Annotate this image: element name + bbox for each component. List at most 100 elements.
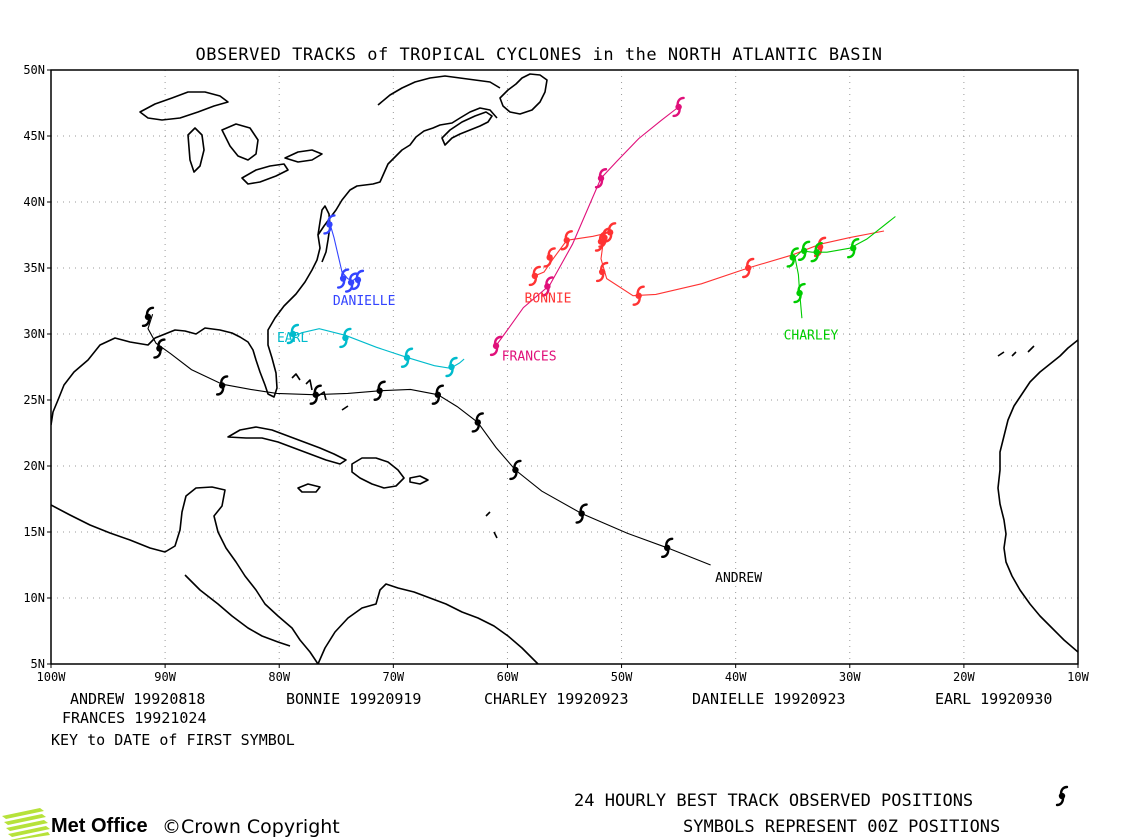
- key-andrew: ANDREW 19920818: [70, 690, 205, 708]
- st-lawrence-coast: [377, 75, 501, 106]
- lat-lon-gridlines: [51, 70, 1078, 664]
- storm-tracks: [141, 96, 896, 566]
- africa-west-coast: [997, 339, 1078, 653]
- bahamas-islands: [291, 373, 349, 411]
- lesser-antilles: [485, 511, 498, 539]
- storm-danielle: [323, 214, 365, 293]
- lon-tick-label: 100W: [37, 670, 67, 684]
- position-symbol-bonnie: [632, 285, 645, 306]
- lat-tick-label: 45N: [23, 129, 45, 143]
- lake-huron: [221, 123, 259, 161]
- key-note: KEY to DATE of FIRST SYMBOL: [51, 731, 295, 749]
- position-symbol-danielle: [336, 268, 350, 289]
- lat-tick-label: 40N: [23, 195, 45, 209]
- position-symbol-andrew: [309, 384, 322, 405]
- track-frances: [494, 106, 679, 348]
- position-symbol-bonnie: [742, 257, 755, 279]
- footer-line-1: 24 HOURLY BEST TRACK OBSERVED POSITIONS: [574, 791, 973, 811]
- position-symbol-danielle: [323, 214, 336, 235]
- storm-label-andrew: ANDREW: [715, 571, 762, 586]
- position-symbol-andrew: [471, 412, 484, 433]
- lake-erie: [241, 163, 289, 185]
- position-symbol-andrew: [373, 380, 386, 401]
- key-danielle: DANIELLE 19920923: [692, 690, 846, 708]
- storm-label-frances: FRANCES: [502, 349, 557, 364]
- storm-labels: ANDREW BONNIE CHARLEY DANIELLE EARL FRANCES: [277, 291, 839, 586]
- position-symbol-andrew: [431, 384, 445, 405]
- lon-tick-label: 80W: [268, 670, 290, 684]
- puerto-rico-coast: [409, 475, 429, 485]
- position-symbol-andrew: [141, 306, 155, 328]
- position-symbol-charley: [793, 282, 806, 304]
- position-symbol-earl: [339, 327, 352, 349]
- storm-charley: [786, 216, 896, 319]
- position-symbol-charley: [810, 241, 823, 263]
- lon-tick-label: 30W: [839, 670, 861, 684]
- latitude-axis: 5N 10N 15N 20N 25N 30N 35N 40N 45N 50N: [23, 63, 51, 671]
- storm-andrew: [141, 306, 711, 566]
- position-symbol-charley: [847, 237, 860, 259]
- central-america-coast: [51, 486, 319, 664]
- met-office-logo-icon: [2, 808, 50, 840]
- position-symbol-andrew: [661, 537, 674, 559]
- key-frances: FRANCES 19921024: [62, 709, 207, 727]
- position-symbol-bonnie: [528, 265, 542, 287]
- storm-frances: [489, 96, 685, 357]
- date-key: ANDREW 19920818 BONNIE 19920919 CHARLEY …: [51, 690, 1052, 749]
- key-charley: CHARLEY 19920923: [484, 690, 629, 708]
- lon-tick-label: 10W: [1067, 670, 1089, 684]
- lat-tick-label: 50N: [23, 63, 45, 77]
- track-bonnie: [534, 230, 885, 297]
- position-symbol-danielle: [351, 269, 365, 291]
- lat-tick-label: 5N: [31, 657, 45, 671]
- north-america-east-coast: [51, 337, 156, 426]
- us-gulf-east-coast: [154, 107, 498, 398]
- position-symbol-earl: [400, 347, 414, 368]
- hispaniola-coast: [351, 457, 405, 489]
- position-symbol-bonnie: [595, 261, 609, 283]
- track-earl: [292, 328, 465, 369]
- south-america-coast: [317, 583, 539, 664]
- lon-tick-label: 90W: [154, 670, 176, 684]
- position-symbol-charley: [797, 240, 811, 262]
- position-symbol-andrew: [575, 503, 588, 524]
- lon-tick-label: 40W: [725, 670, 747, 684]
- lon-tick-label: 70W: [382, 670, 404, 684]
- newfoundland-coast: [499, 73, 548, 115]
- storm-label-earl: EARL: [277, 331, 308, 346]
- position-symbol-andrew: [509, 459, 522, 481]
- lon-tick-label: 50W: [611, 670, 633, 684]
- storm-earl: [286, 323, 465, 378]
- position-symbol-frances: [489, 335, 503, 357]
- lat-tick-label: 30N: [23, 327, 45, 341]
- lake-michigan: [187, 127, 205, 173]
- position-symbol-bonnie: [560, 230, 573, 251]
- lat-tick-label: 10N: [23, 591, 45, 605]
- chesapeake-coast: [317, 205, 331, 263]
- cuba-coast: [227, 426, 347, 465]
- met-office-logo: Met Office: [2, 808, 148, 840]
- position-symbol-frances: [541, 276, 554, 297]
- coastlines: [51, 73, 1078, 664]
- position-symbol-danielle: [344, 272, 358, 293]
- footer: 24 HOURLY BEST TRACK OBSERVED POSITIONS …: [2, 785, 1069, 840]
- storm-label-danielle: DANIELLE: [333, 294, 396, 309]
- key-bonnie: BONNIE 19920919: [286, 690, 421, 708]
- cyclone-symbol-icon: [1055, 785, 1069, 807]
- storm-label-charley: CHARLEY: [784, 328, 839, 343]
- map-frame: [50, 69, 1079, 665]
- position-symbol-frances: [594, 168, 608, 189]
- crown-copyright: ©Crown Copyright: [162, 816, 340, 838]
- position-symbol-earl: [286, 323, 300, 345]
- lake-superior: [139, 91, 229, 121]
- lon-tick-label: 60W: [497, 670, 519, 684]
- canary-islands: [997, 345, 1035, 357]
- position-symbol-frances: [672, 96, 685, 118]
- lat-tick-label: 20N: [23, 459, 45, 473]
- central-america-pacific-coast: [184, 574, 291, 647]
- footer-line-2: SYMBOLS REPRESENT 00Z POSITIONS: [683, 817, 1000, 837]
- position-symbol-andrew: [215, 375, 229, 396]
- position-symbol-bonnie: [598, 227, 611, 248]
- legend-cyclone-glyph: [1055, 785, 1069, 807]
